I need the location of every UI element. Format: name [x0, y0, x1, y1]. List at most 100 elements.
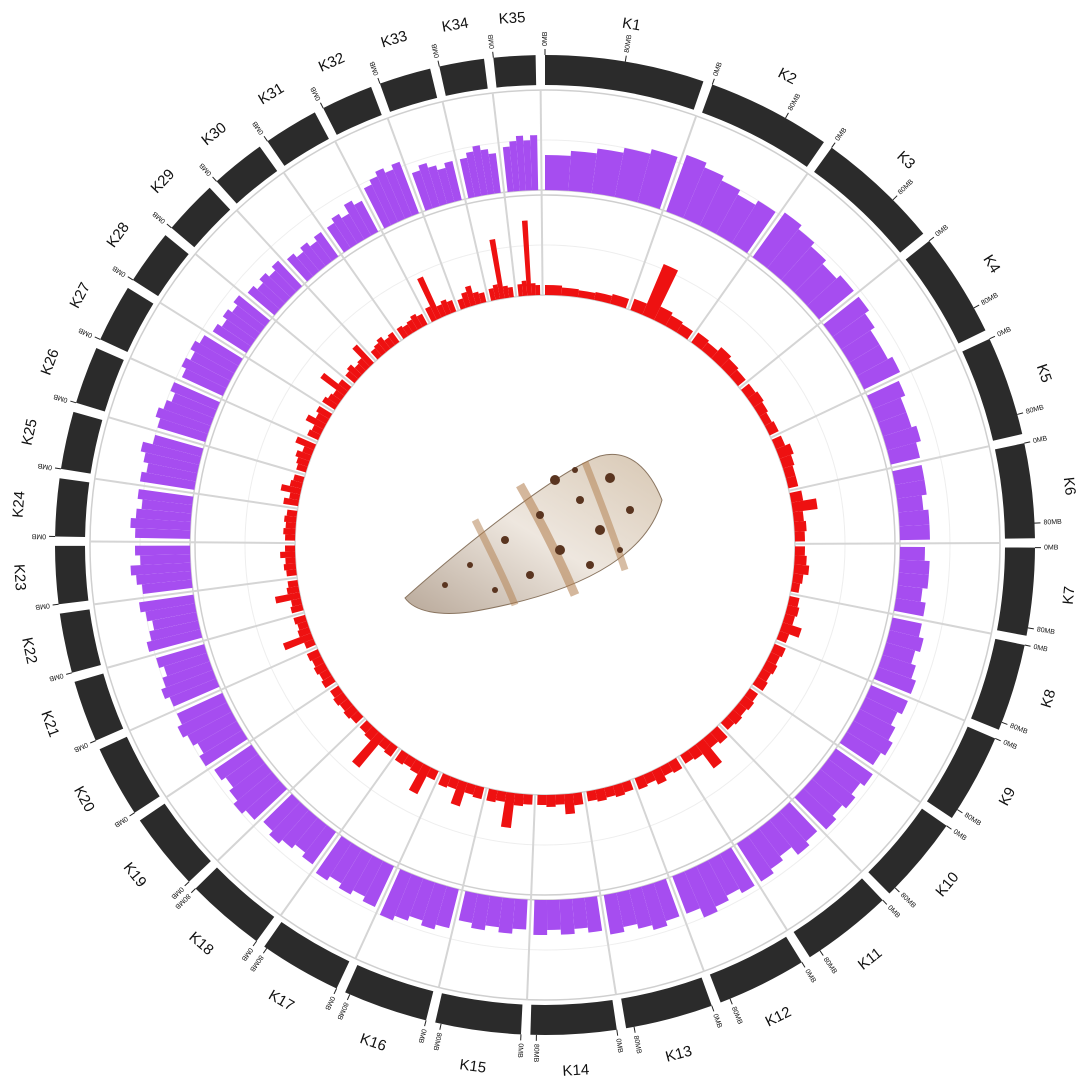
chromosome-name: K25 — [19, 417, 41, 447]
density-bar — [523, 794, 533, 805]
chromosome-name: K16 — [358, 1030, 389, 1055]
tick-label: 0MB — [198, 161, 213, 177]
tick-mark — [625, 56, 626, 62]
chromosome-name: K2 — [775, 65, 799, 89]
chromosome-name: K7 — [1060, 585, 1079, 605]
density-bar — [536, 285, 541, 295]
density-bar — [573, 792, 584, 805]
tick-mark — [95, 337, 100, 340]
density-bar — [561, 288, 578, 298]
chromosome-name: K10 — [932, 869, 962, 900]
chromosome-block — [435, 993, 522, 1034]
density-bar — [513, 899, 528, 930]
chromosome-name: K30 — [198, 119, 229, 149]
density-bar — [793, 511, 804, 522]
tick-label: 80MB — [980, 292, 1000, 307]
chromosome-block — [323, 87, 382, 135]
density-bar — [795, 546, 805, 555]
tick-label: 0MB — [542, 31, 549, 46]
density-bar — [285, 557, 295, 564]
chromosome-name: K32 — [316, 49, 347, 75]
density-bar — [545, 155, 571, 191]
chromosome-block — [100, 288, 153, 352]
density-bar — [496, 790, 507, 801]
tick-mark — [264, 136, 267, 141]
tick-mark — [712, 1006, 714, 1012]
chromosome-name: K21 — [37, 709, 62, 740]
chromosome-name: K8 — [1038, 687, 1060, 710]
tick-mark — [378, 78, 380, 84]
density-bar — [533, 900, 547, 935]
tick-mark — [263, 948, 266, 953]
chromosome-name: K27 — [66, 280, 94, 312]
tick-mark — [128, 277, 133, 280]
chromosome-block — [55, 546, 88, 604]
tick-label: 0MB — [488, 34, 497, 49]
tick-mark — [947, 826, 952, 829]
tick-label: 0MB — [48, 671, 64, 682]
chromosome-name: K9 — [996, 785, 1020, 809]
density-bar — [514, 793, 524, 806]
tick-label: 0MB — [1032, 435, 1048, 445]
tick-mark — [334, 988, 337, 993]
tick-label: 0MB — [151, 210, 167, 225]
chromosome-block — [61, 412, 102, 474]
chromosome-block — [171, 188, 230, 248]
tick-mark — [55, 468, 61, 469]
density-bar — [560, 899, 575, 935]
chart: K10MB80MBK20MB80MBK30MB80MBK40MB80MBK50M… — [0, 0, 1079, 1085]
tick-mark — [895, 888, 899, 892]
density-bar — [899, 560, 930, 575]
tick-mark — [185, 882, 189, 886]
chromosome-block — [74, 673, 123, 740]
tick-label: 0MB — [37, 461, 53, 470]
density-bar — [531, 283, 536, 295]
tick-label: 80MB — [1009, 723, 1029, 736]
tick-label: 0MB — [834, 126, 848, 142]
tick-mark — [191, 889, 195, 893]
separator — [541, 90, 543, 295]
density-bar — [791, 582, 800, 592]
tick-mark — [1002, 722, 1008, 724]
density-bar — [285, 545, 295, 551]
chromosome-name: K5 — [1033, 362, 1055, 385]
chromosome-block — [962, 339, 1022, 441]
density-bar — [900, 547, 925, 561]
density-bar — [894, 598, 926, 616]
chromosome-name: K23 — [10, 564, 29, 592]
tick-mark — [995, 738, 1001, 740]
tick-mark — [617, 1030, 618, 1036]
chromosome-block — [133, 235, 189, 296]
tick-mark — [1028, 628, 1034, 629]
tick-label: 0MB — [310, 85, 323, 101]
density-bar — [280, 551, 295, 558]
density-bar — [794, 555, 807, 565]
tick-label: 0MB — [516, 1043, 524, 1058]
tick-label: 80MB — [1025, 404, 1045, 416]
tick-label: 0MB — [323, 995, 336, 1011]
density-bar — [900, 525, 930, 540]
chromosome-block — [267, 112, 328, 165]
tick-label: 0MB — [996, 326, 1012, 339]
tick-label: 80MB — [335, 1001, 349, 1021]
tick-label: 80MB — [431, 1032, 442, 1052]
tick-mark — [883, 900, 887, 904]
tick-mark — [730, 999, 732, 1005]
tick-mark — [957, 810, 962, 813]
chromosome-block — [530, 1000, 616, 1035]
chromosome-name: K11 — [855, 945, 886, 974]
tick-label: 0MB — [113, 814, 129, 828]
separator — [95, 479, 298, 509]
tick-label: 0MB — [952, 828, 968, 842]
chromosome-name: K22 — [18, 636, 40, 666]
tick-mark — [974, 305, 979, 308]
density-bar — [545, 285, 562, 296]
separator — [94, 578, 297, 605]
density-bar — [794, 521, 807, 532]
tick-label: 0MB — [431, 43, 441, 59]
tick-label: 0MB — [1044, 545, 1059, 552]
separator — [90, 541, 295, 543]
tick-mark — [167, 224, 172, 228]
tick-mark — [1024, 442, 1030, 443]
separator — [527, 795, 535, 1000]
